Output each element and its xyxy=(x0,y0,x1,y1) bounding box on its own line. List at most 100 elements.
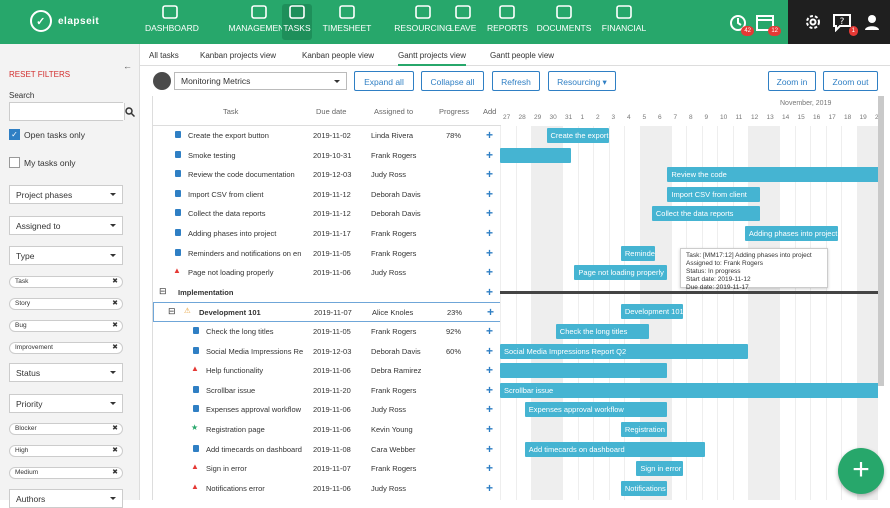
app-logo[interactable]: ✓ elapseit xyxy=(30,10,99,32)
gantt-task-bar[interactable]: Sign in error xyxy=(636,461,683,477)
remove-tag-icon[interactable]: ✖ xyxy=(112,300,118,307)
add-subtask-icon[interactable]: + xyxy=(486,245,494,260)
nav-item-financial[interactable]: FINANCIAL xyxy=(600,4,648,40)
nav-item-management[interactable]: MANAGEMENT xyxy=(228,4,290,40)
gantt-task-bar[interactable]: Social Media Impressions Report Q2 xyxy=(500,343,748,359)
nav-item-resourcing[interactable]: RESOURCING xyxy=(394,4,452,40)
task-name[interactable]: Smoke testing xyxy=(188,150,236,160)
table-row[interactable]: Collect the data reports 2019-11-12 Debora… xyxy=(153,204,501,224)
type-tag[interactable]: Task ✖ xyxy=(9,276,123,288)
table-row[interactable]: ▲ Page not loading properly 2019-11-06 Judy… xyxy=(153,263,501,283)
add-subtask-icon[interactable]: + xyxy=(486,147,494,162)
nav-item-documents[interactable]: DOCUMENTS xyxy=(536,4,592,40)
table-row[interactable]: Reminders and notifications on en 2019-11… xyxy=(153,244,501,264)
remove-tag-icon[interactable]: ✖ xyxy=(112,322,118,329)
add-subtask-icon[interactable]: + xyxy=(486,167,494,182)
settings-gear-icon[interactable] xyxy=(803,12,823,32)
type-tag[interactable]: Story ✖ xyxy=(9,298,123,310)
gantt-task-bar[interactable]: Collect the data reports xyxy=(651,206,761,222)
collapse-toggle-icon[interactable]: ⊟ xyxy=(168,306,176,317)
task-name[interactable]: Reminders and notifications on en xyxy=(188,248,302,258)
task-name[interactable]: Help functionality xyxy=(206,366,264,376)
table-row[interactable]: ⊟ ⚠ Development 101 2019-11-07 Alice Knoles 2… xyxy=(153,302,501,322)
add-subtask-icon[interactable]: + xyxy=(486,206,494,221)
add-subtask-icon[interactable]: + xyxy=(486,382,494,397)
task-name[interactable]: Adding phases into project xyxy=(188,229,277,238)
project-phases-dropdown[interactable]: Project phases xyxy=(9,185,123,204)
add-subtask-icon[interactable]: + xyxy=(486,363,494,378)
task-name[interactable]: Expenses approval workflow xyxy=(206,405,302,415)
add-subtask-icon[interactable]: + xyxy=(486,402,494,417)
table-row[interactable]: Import CSV from client 2019-11-12 Deborah … xyxy=(153,185,501,205)
task-name[interactable]: Development 101 xyxy=(199,308,261,318)
table-row[interactable]: Add timecards on dashboard 2019-11-08 Cara… xyxy=(153,440,501,460)
tab-kanban-projects[interactable]: Kanban projects view xyxy=(200,51,277,60)
open-tasks-checkbox[interactable]: ✓ Open tasks only xyxy=(9,129,85,140)
task-name[interactable]: Social Media Impressions Re xyxy=(206,346,304,356)
add-subtask-icon[interactable]: + xyxy=(487,305,495,320)
gantt-task-bar[interactable]: Expenses approval workflow xyxy=(524,402,668,418)
priority-tag[interactable]: Blocker ✖ xyxy=(9,423,123,435)
type-dropdown[interactable]: Type xyxy=(9,246,123,265)
add-task-fab-button[interactable]: + xyxy=(838,448,884,494)
tab-gantt-people[interactable]: Gantt people view xyxy=(490,51,555,60)
zoom-out-button[interactable]: Zoom out xyxy=(823,71,878,91)
gantt-scrollbar[interactable] xyxy=(878,96,884,386)
add-subtask-icon[interactable]: + xyxy=(486,461,494,476)
gantt-task-bar[interactable]: Reminde xyxy=(620,245,655,261)
add-subtask-icon[interactable]: + xyxy=(486,480,494,495)
table-row[interactable]: Social Media Impressions Re 2019-12-03 Deb… xyxy=(153,342,501,362)
add-subtask-icon[interactable]: + xyxy=(486,186,494,201)
reset-filters-link[interactable]: RESET FILTERS xyxy=(9,70,71,79)
table-row[interactable]: Check the long titles 2019-11-05 Frank Rog… xyxy=(153,322,501,342)
remove-tag-icon[interactable]: ✖ xyxy=(112,425,118,432)
remove-tag-icon[interactable]: ✖ xyxy=(112,278,118,285)
type-tag[interactable]: Bug ✖ xyxy=(9,320,123,332)
calendar-notifications-icon[interactable]: 12 xyxy=(755,12,781,36)
table-row[interactable]: Smoke testing 2019-10-31 Frank Rogers + xyxy=(153,146,501,166)
table-row[interactable]: Scrollbar issue 2019-11-20 Frank Rogers + xyxy=(153,381,501,401)
nav-item-timesheet[interactable]: TIMESHEET xyxy=(322,4,372,40)
remove-tag-icon[interactable]: ✖ xyxy=(112,447,118,454)
assigned-to-dropdown[interactable]: Assigned to xyxy=(9,216,123,235)
add-subtask-icon[interactable]: + xyxy=(486,284,494,299)
add-subtask-icon[interactable]: + xyxy=(486,324,494,338)
type-tag[interactable]: Improvement ✖ xyxy=(9,342,123,354)
task-name[interactable]: Import CSV from client xyxy=(188,189,264,199)
nav-item-tasks[interactable]: TASKS xyxy=(282,4,312,40)
authors-dropdown[interactable]: Authors xyxy=(9,489,123,508)
resourcing-dropdown-button[interactable]: Resourcing ▾ xyxy=(548,71,616,91)
gantt-task-bar[interactable] xyxy=(500,147,572,163)
zoom-in-button[interactable]: Zoom in xyxy=(768,71,816,91)
tab-kanban-people[interactable]: Kanban people view xyxy=(302,51,375,60)
search-input[interactable] xyxy=(10,103,124,120)
search-button[interactable] xyxy=(124,103,135,120)
expand-toggle-icon[interactable]: ⊟ xyxy=(159,285,167,296)
table-row[interactable]: ▲ Sign in error 2019-11-07 Frank Rogers + xyxy=(153,459,501,479)
task-name[interactable]: Collect the data reports xyxy=(188,209,266,219)
gantt-task-bar[interactable]: Notifications xyxy=(620,480,668,496)
gantt-task-bar[interactable]: Registration p xyxy=(620,422,668,437)
gantt-task-bar[interactable]: Development 101 xyxy=(620,304,683,320)
collapse-all-button[interactable]: Collapse all xyxy=(421,71,484,91)
gantt-task-bar[interactable]: Scrollbar issue xyxy=(500,382,878,398)
add-subtask-icon[interactable]: + xyxy=(486,128,494,142)
task-name[interactable]: Check the long titles xyxy=(206,327,274,336)
remove-tag-icon[interactable]: ✖ xyxy=(112,344,118,351)
collapse-sidebar-icon[interactable]: ← xyxy=(123,61,132,71)
gantt-task-bar[interactable]: Import CSV from client xyxy=(667,186,761,202)
table-row[interactable]: ⊟ Implementation + xyxy=(153,283,501,303)
table-row[interactable]: ▲ Help functionality 2019-11-06 Debra Ramir… xyxy=(153,361,501,381)
task-name[interactable]: Review the code documentation xyxy=(188,170,295,180)
task-name[interactable]: Implementation xyxy=(178,287,234,297)
task-name[interactable]: Sign in error xyxy=(206,464,247,474)
task-name[interactable]: Page not loading properly xyxy=(188,268,274,278)
priority-dropdown[interactable]: Priority xyxy=(9,394,123,413)
nav-item-reports[interactable]: REPORTS xyxy=(487,4,528,40)
search-field[interactable] xyxy=(9,102,135,121)
add-subtask-icon[interactable]: + xyxy=(486,226,494,240)
refresh-button[interactable]: Refresh xyxy=(492,71,540,91)
table-row[interactable]: Expenses approval workflow 2019-11-06 Judy… xyxy=(153,400,501,420)
tab-gantt-projects[interactable]: Gantt projects view xyxy=(398,51,467,66)
task-name[interactable]: Registration page xyxy=(206,425,265,434)
